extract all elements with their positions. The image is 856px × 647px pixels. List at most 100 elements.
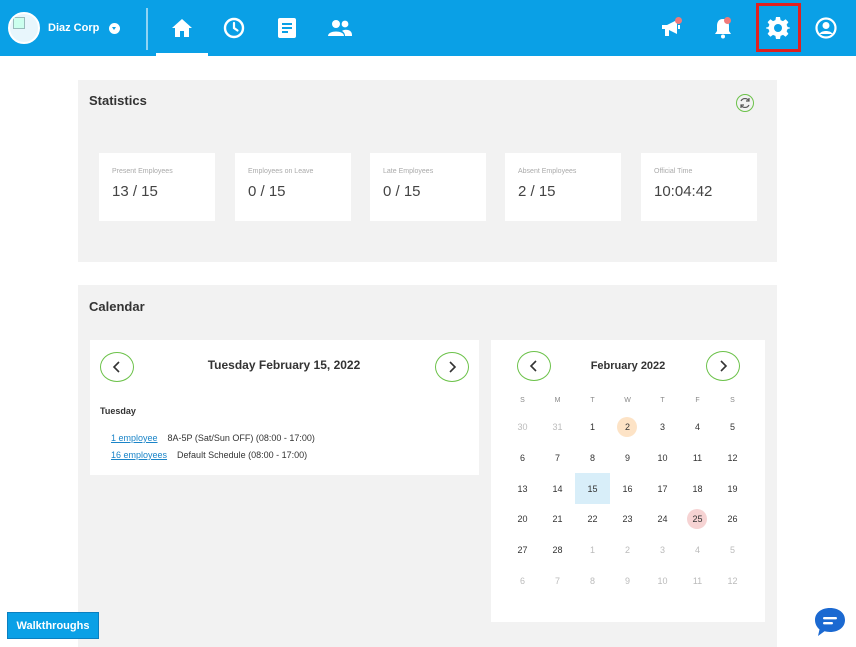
calendar-day[interactable]: 23 [610,504,645,535]
calendar-title: Calendar [89,299,145,314]
employee-count-link[interactable]: 16 employees [111,450,168,460]
next-day-button[interactable] [435,352,469,382]
calendar-day[interactable]: 26 [715,504,750,535]
calendar-day[interactable]: 1 [575,535,610,566]
company-switcher[interactable]: Diaz Corp [8,11,148,45]
weekday-header: W [624,397,631,404]
day-number: 2 [624,545,630,556]
stat-label: Absent Employees [518,168,577,175]
calendar-day[interactable]: 11 [680,443,715,474]
calendar-day[interactable]: 16 [610,473,645,504]
calendar-day[interactable]: 22 [575,504,610,535]
calendar-day[interactable]: 1 [575,412,610,443]
day-number: 5 [729,422,735,433]
day-number: 20 [517,514,528,525]
chat-icon[interactable] [813,606,847,638]
calendar-day[interactable]: 3 [645,412,680,443]
calendar-day[interactable]: 4 [680,535,715,566]
weekday-header: T [660,397,665,404]
calendar-day[interactable]: 20 [505,504,540,535]
calendar-day[interactable]: 7 [540,443,575,474]
walkthroughs-button[interactable]: Walkthroughs [7,612,99,639]
calendar-day[interactable]: 12 [715,443,750,474]
calendar-day[interactable]: 7 [540,565,575,596]
schedule-text: Default Schedule (08:00 - 17:00) [177,450,308,460]
weekday-header: F [695,397,700,404]
calendar-day[interactable]: 4 [680,412,715,443]
day-number: 6 [519,453,525,464]
day-number: 8 [589,575,595,586]
calendar-day[interactable]: 3 [645,535,680,566]
day-number: 2 [624,422,630,433]
calendar-day[interactable]: 9 [610,565,645,596]
calendar-day[interactable]: 2 [610,535,645,566]
calendar-day[interactable]: 21 [540,504,575,535]
day-number: 7 [554,575,560,586]
stat-label: Present Employees [112,168,173,175]
calendar-day[interactable]: 28 [540,535,575,566]
bell-icon[interactable] [709,14,737,42]
prev-month-button[interactable] [517,351,551,381]
calendar-day[interactable]: 11 [680,565,715,596]
calendar-day[interactable]: 27 [505,535,540,566]
next-month-button[interactable] [706,351,740,381]
month-title: February 2022 [590,360,666,372]
calendar-day[interactable]: 24 [645,504,680,535]
user-icon[interactable] [812,14,840,42]
day-number: 11 [692,453,703,464]
calendar-day[interactable]: 17 [645,473,680,504]
day-number: 18 [692,483,703,494]
calendar-day[interactable]: 6 [505,565,540,596]
day-number: 4 [694,422,700,433]
day-number: 8 [589,453,595,464]
clock-icon[interactable] [220,14,248,42]
day-number: 17 [657,483,668,494]
calendar-day[interactable]: 18 [680,473,715,504]
stat-value: 0 / 15 [383,183,421,200]
day-number: 3 [659,422,665,433]
calendar-day[interactable]: 9 [610,443,645,474]
stat-card-late: Late Employees 0 / 15 [370,153,486,221]
nav-active-indicator [156,53,208,56]
chevron-down-icon[interactable] [109,22,121,34]
prev-day-button[interactable] [100,352,134,382]
calendar-day[interactable]: 8 [575,565,610,596]
calendar-day[interactable]: 25 [680,504,715,535]
day-number: 9 [624,575,630,586]
calendar-day[interactable]: 13 [505,473,540,504]
calendar-day[interactable]: 10 [645,565,680,596]
calendar-day[interactable]: 6 [505,443,540,474]
people-icon[interactable] [326,14,354,42]
day-number: 26 [727,514,738,525]
refresh-icon[interactable] [736,94,754,112]
day-number: 28 [552,545,563,556]
day-number: 3 [659,545,665,556]
day-number: 27 [517,545,528,556]
day-number: 10 [657,453,668,464]
settings-highlight [756,3,801,52]
calendar-day[interactable]: 31 [540,412,575,443]
stat-card-absent: Absent Employees 2 / 15 [505,153,621,221]
calendar-day[interactable]: 5 [715,535,750,566]
calendar-day[interactable]: 5 [715,412,750,443]
stat-label: Employees on Leave [248,168,314,175]
calendar-day[interactable]: 12 [715,565,750,596]
weekday-header: S [520,397,525,404]
gear-icon[interactable] [764,14,792,42]
calendar-day[interactable]: 19 [715,473,750,504]
stat-label: Official Time [654,168,693,175]
calendar-day[interactable]: 2 [610,412,645,443]
megaphone-icon[interactable] [658,14,686,42]
document-icon[interactable] [273,14,301,42]
calendar-day[interactable]: 10 [645,443,680,474]
calendar-day[interactable]: 15 [575,473,610,505]
calendar-day[interactable]: 14 [540,473,575,504]
employee-count-link[interactable]: 1 employee [111,433,158,443]
month-calendar-card: February 2022 S M T W T F S 30 31 1 2 3 4 5 6 7 8 9 10 11 12… [491,340,765,622]
day-number: 14 [552,483,563,494]
calendar-day[interactable]: 30 [505,412,540,443]
home-icon[interactable] [168,14,196,42]
month-grid: S M T W T F S 30 31 1 2 3 4 5 6 7 8 9 10 11 12 13 14 15 16 17 18 19… [505,394,751,596]
calendar-day[interactable]: 8 [575,443,610,474]
stat-value: 0 / 15 [248,183,286,200]
